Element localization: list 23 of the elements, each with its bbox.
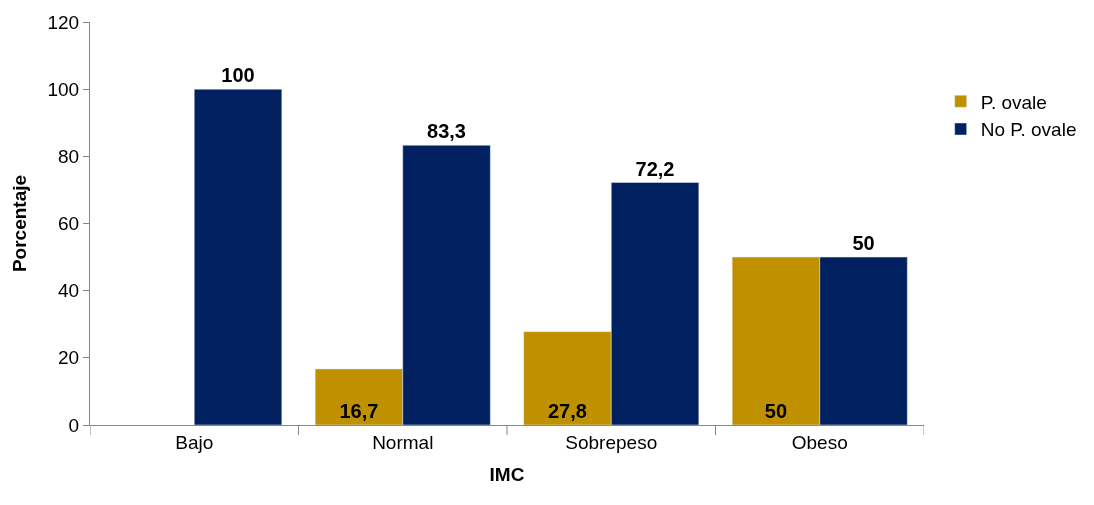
data-label: 27,8	[548, 400, 587, 422]
legend-label: No P. ovale	[980, 119, 1077, 141]
y-tick-label: 60	[58, 213, 80, 235]
data-label: 72,2	[635, 157, 675, 180]
y-tick-label: 100	[47, 78, 80, 100]
y-tick-label: 120	[47, 11, 80, 33]
x-tick-label: Normal	[372, 431, 434, 453]
data-label: 50	[852, 232, 875, 255]
y-tick-label: 20	[58, 347, 80, 369]
y-tick-label: 40	[58, 280, 80, 302]
data-label: 50	[764, 400, 788, 422]
data-label: 16,7	[339, 400, 379, 422]
x-tick-label: Sobrepeso	[565, 431, 658, 453]
x-axis-title: IMC	[489, 463, 525, 485]
x-tick-label: Obeso	[791, 431, 848, 453]
y-axis-title: Porcentaje	[9, 174, 31, 273]
y-tick-label: 0	[68, 414, 80, 436]
data-label: 100	[221, 64, 255, 87]
y-tick-label: 80	[58, 145, 80, 167]
data-label: 83,3	[427, 120, 466, 143]
legend-label: P. ovale	[980, 91, 1047, 113]
bar	[194, 88, 283, 425]
x-tick-label: Bajo	[175, 431, 214, 453]
